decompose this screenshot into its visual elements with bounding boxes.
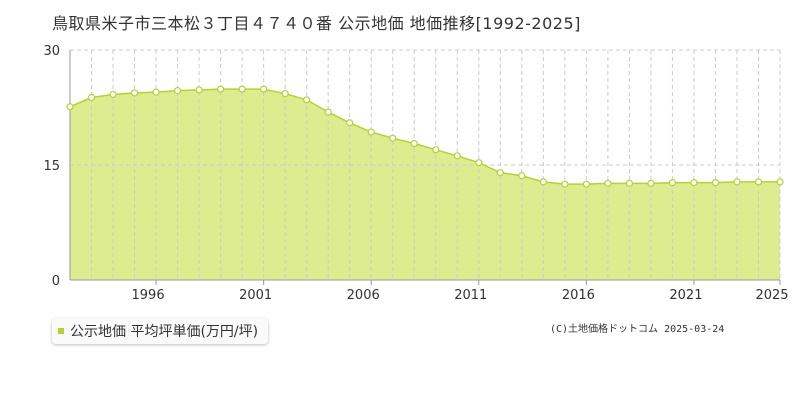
data-point	[152, 88, 160, 96]
data-point	[238, 85, 246, 93]
data-point	[604, 179, 612, 187]
data-point	[367, 128, 375, 136]
data-point	[324, 108, 332, 116]
x-tick-label: 2001	[239, 288, 272, 303]
data-point	[453, 152, 461, 160]
data-point	[130, 89, 139, 97]
data-point	[109, 90, 117, 99]
data-point	[66, 103, 74, 111]
data-point	[303, 96, 311, 104]
x-tick-label: 2025	[755, 288, 788, 303]
x-tick-label: 2021	[669, 288, 702, 303]
data-point	[496, 169, 504, 177]
chart-title: 鳥取県米子市三本松３丁目４７４０番 公示地価 地価推移[1992-2025]	[52, 14, 581, 33]
data-point	[173, 87, 182, 95]
data-point	[281, 90, 289, 98]
data-point	[195, 86, 203, 94]
copyright-text: (C)土地価格ドットコム 2025-03-24	[550, 324, 725, 335]
data-point	[217, 85, 225, 93]
data-point	[346, 119, 354, 127]
y-tick-label: 30	[43, 44, 60, 59]
data-point	[539, 178, 547, 186]
data-point	[776, 178, 784, 186]
data-point	[410, 139, 418, 148]
data-point	[432, 146, 440, 154]
data-point	[87, 93, 96, 102]
series-area	[70, 89, 780, 280]
legend-swatch	[58, 328, 64, 334]
data-point	[389, 134, 397, 142]
y-tick-label: 0	[52, 274, 60, 289]
data-point	[475, 159, 483, 167]
x-tick-label: 1996	[132, 288, 165, 303]
x-tick-label: 2016	[562, 288, 595, 303]
data-point	[625, 179, 633, 187]
data-point	[754, 178, 763, 186]
x-tick-label: 2011	[454, 288, 487, 303]
data-point	[561, 180, 569, 188]
x-tick-label: 2006	[347, 288, 380, 303]
y-tick-label: 15	[43, 159, 60, 174]
data-point	[647, 179, 655, 187]
legend: 公示地価 平均坪単価(万円/坪)	[52, 318, 269, 344]
data-point	[690, 179, 698, 187]
series-line	[69, 88, 780, 185]
data-point	[711, 179, 720, 187]
data-point	[733, 178, 741, 186]
data-point	[668, 179, 677, 187]
data-point	[518, 172, 526, 180]
legend-label: 公示地価 平均坪単価(万円/坪)	[70, 324, 259, 340]
data-point	[582, 180, 590, 188]
data-point	[260, 85, 268, 93]
